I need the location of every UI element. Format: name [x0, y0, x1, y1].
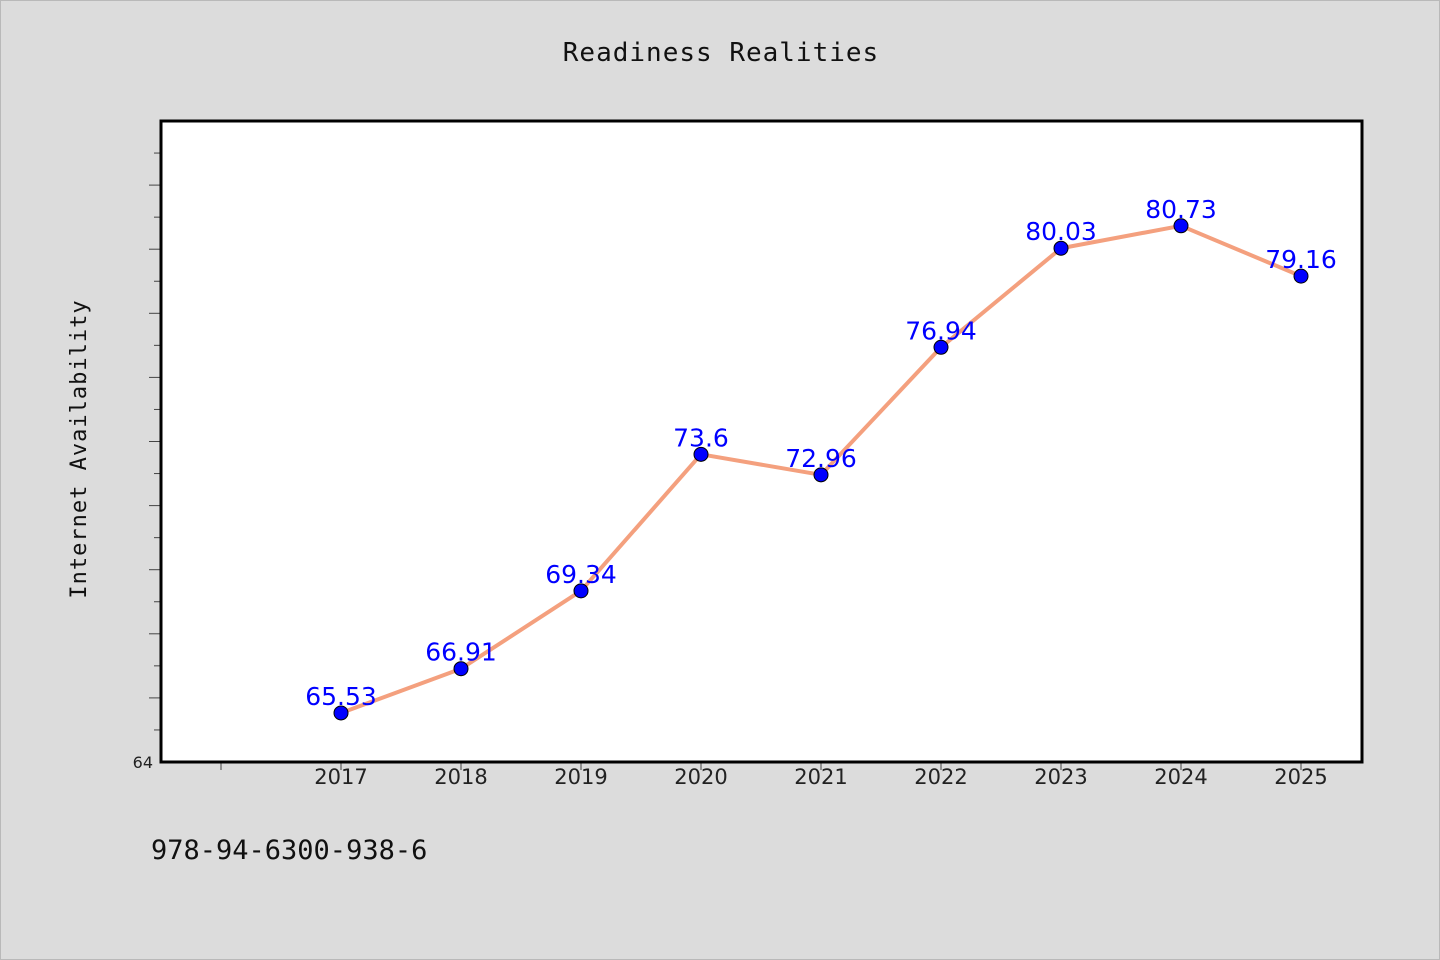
y-axis-label: Internet Availability	[67, 299, 92, 598]
data-label: 80.03	[1025, 217, 1097, 246]
chart-marks: 64 2017 2018 2019 2020 2021 2022 2023 2024 2025 65…	[133, 152, 1337, 789]
data-label: 69.34	[545, 560, 617, 589]
x-tick-label: 2021	[794, 765, 847, 789]
chart-title: Readiness Realities	[563, 38, 879, 68]
data-point	[693, 446, 709, 462]
data-point	[333, 705, 349, 721]
data-point	[1053, 240, 1069, 256]
data-point	[1173, 218, 1189, 234]
data-label: 72.96	[785, 444, 857, 473]
x-tick-label: 2025	[1274, 765, 1327, 789]
data-label: 66.91	[425, 638, 497, 667]
data-point	[1293, 268, 1309, 284]
data-label: 73.6	[673, 423, 729, 452]
x-tick-label: 2019	[554, 765, 607, 789]
x-tick-label: 2024	[1154, 765, 1207, 789]
data-point	[573, 583, 589, 599]
data-point	[453, 661, 469, 677]
x-tick-label: 2022	[914, 765, 967, 789]
data-label: 76.94	[905, 316, 977, 345]
data-point	[813, 467, 829, 483]
x-tick-label: 2020	[674, 765, 727, 789]
x-tick-label: 2017	[314, 765, 367, 789]
x-tick-label: 2023	[1034, 765, 1087, 789]
data-label: 65.53	[305, 682, 377, 711]
y-tick-label: 64	[133, 753, 153, 772]
footer-isbn: 978-94-6300-938-6	[151, 835, 428, 866]
plot-frame	[159, 119, 1364, 764]
data-point	[933, 339, 949, 355]
data-label: 79.16	[1265, 245, 1337, 274]
data-label: 80.73	[1145, 195, 1217, 224]
x-tick-label: 2018	[434, 765, 487, 789]
